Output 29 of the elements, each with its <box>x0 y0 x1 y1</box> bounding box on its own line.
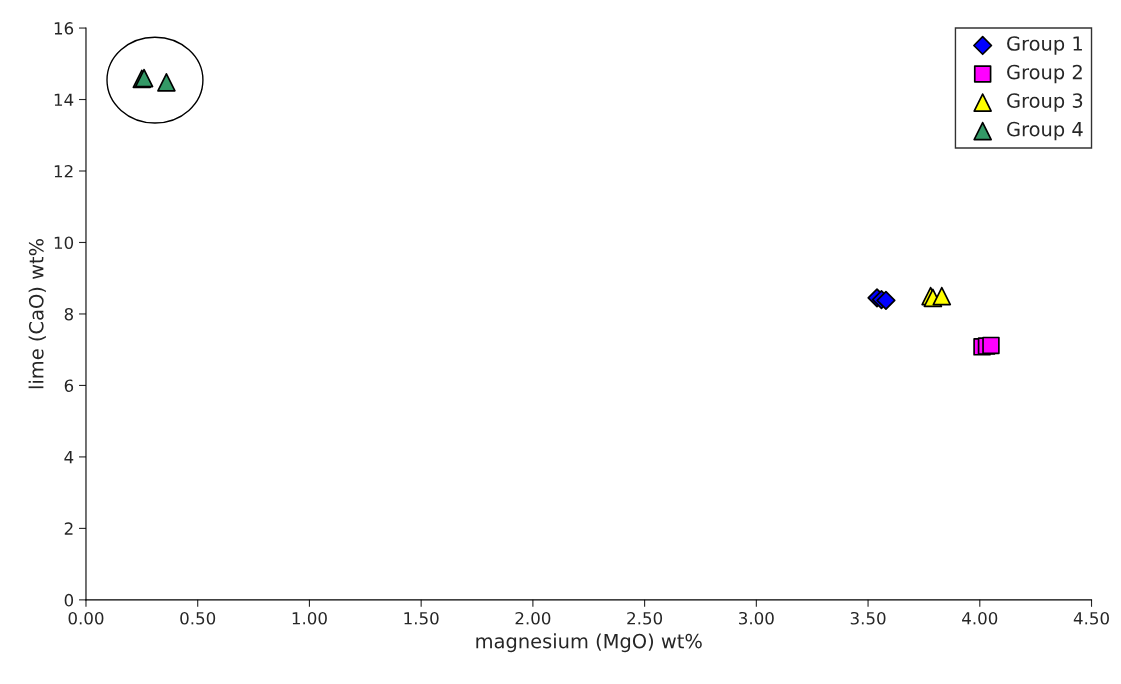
x-tick-label: 1.00 <box>292 611 327 625</box>
point <box>932 286 952 306</box>
x-tick-label: 0.50 <box>180 611 216 625</box>
y-tick-label: 14 <box>54 93 74 106</box>
y-tick-label: 8 <box>64 307 74 321</box>
x-tick-label: 2.50 <box>627 611 663 625</box>
legend-label: Group 1 <box>1007 36 1082 55</box>
legend-label: Group 2 <box>1007 64 1082 84</box>
y-tick-label: 10 <box>54 236 74 250</box>
point <box>157 73 176 92</box>
y-tick-label: 12 <box>54 164 73 178</box>
y-tick-label: 4 <box>64 451 74 464</box>
legend-label: Group 4 <box>1007 121 1083 141</box>
x-tick-label: 1.50 <box>404 611 439 625</box>
point <box>876 290 896 310</box>
x-axis-title: magnesium (MgO) wt% <box>476 633 702 653</box>
point <box>982 336 1000 355</box>
x-tick-label: 0.00 <box>68 611 104 625</box>
x-tick-label: 4.00 <box>962 611 998 625</box>
y-tick-label: 0 <box>64 593 74 607</box>
x-tick-label: 2.00 <box>515 611 551 625</box>
y-tick-label: 2 <box>64 522 73 535</box>
y-axis-title: lime (CaO) wt% <box>28 239 46 389</box>
y-tick-label: 16 <box>54 22 74 35</box>
legend-label: Group 3 <box>1007 93 1083 112</box>
x-tick-label: 3.00 <box>739 611 774 625</box>
x-tick-label: 4.50 <box>1073 611 1109 625</box>
x-tick-label: 3.50 <box>850 611 886 625</box>
y-tick-label: 6 <box>64 379 74 392</box>
